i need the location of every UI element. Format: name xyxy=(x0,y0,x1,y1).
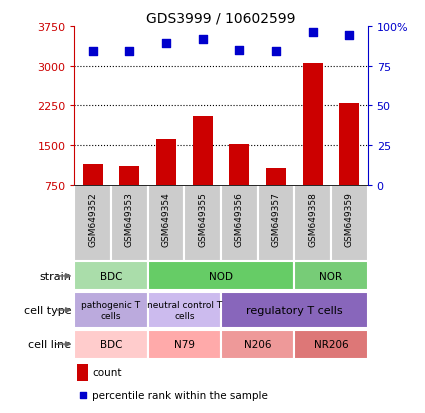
Bar xyxy=(294,185,331,261)
Text: NOD: NOD xyxy=(209,271,233,281)
Point xyxy=(79,392,86,398)
Text: NOR: NOR xyxy=(320,271,343,281)
Text: regulatory T cells: regulatory T cells xyxy=(246,305,343,315)
Text: count: count xyxy=(92,367,122,377)
Point xyxy=(272,49,279,55)
Point xyxy=(163,41,170,47)
Bar xyxy=(148,292,221,328)
Bar xyxy=(74,262,148,291)
Bar xyxy=(156,140,176,185)
Bar xyxy=(82,164,103,185)
Text: N79: N79 xyxy=(174,339,195,349)
Bar xyxy=(266,168,286,185)
Bar xyxy=(148,330,221,359)
Text: N206: N206 xyxy=(244,339,272,349)
Text: cell line: cell line xyxy=(28,339,71,349)
Bar xyxy=(221,292,368,328)
Bar xyxy=(111,185,148,261)
Bar xyxy=(339,104,360,185)
Text: NR206: NR206 xyxy=(314,339,348,349)
Text: BDC: BDC xyxy=(100,339,122,349)
Bar xyxy=(184,185,221,261)
Text: GSM649352: GSM649352 xyxy=(88,192,97,246)
Bar xyxy=(148,185,184,261)
Bar xyxy=(74,292,148,328)
Text: GSM649357: GSM649357 xyxy=(272,192,280,246)
Point xyxy=(199,36,206,43)
Title: GDS3999 / 10602599: GDS3999 / 10602599 xyxy=(146,12,296,26)
Point xyxy=(346,33,353,40)
Point xyxy=(126,49,133,55)
Bar xyxy=(294,330,368,359)
Bar xyxy=(221,185,258,261)
Text: strain: strain xyxy=(40,271,71,281)
Point xyxy=(89,49,96,55)
Text: BDC: BDC xyxy=(100,271,122,281)
Bar xyxy=(331,185,368,261)
Bar xyxy=(77,364,88,381)
Bar xyxy=(258,185,294,261)
Text: GSM649353: GSM649353 xyxy=(125,192,134,246)
Text: GSM649354: GSM649354 xyxy=(162,192,170,246)
Bar xyxy=(303,64,323,185)
Text: GSM649359: GSM649359 xyxy=(345,192,354,246)
Bar xyxy=(193,117,213,185)
Text: GSM649358: GSM649358 xyxy=(308,192,317,246)
Point xyxy=(309,30,316,36)
Point xyxy=(236,47,243,54)
Bar xyxy=(294,262,368,291)
Text: percentile rank within the sample: percentile rank within the sample xyxy=(92,390,268,400)
Bar xyxy=(221,330,294,359)
Bar xyxy=(229,144,249,185)
Bar xyxy=(74,330,148,359)
Text: pathogenic T
cells: pathogenic T cells xyxy=(82,301,141,320)
Bar xyxy=(148,262,294,291)
Text: GSM649355: GSM649355 xyxy=(198,192,207,246)
Text: cell type: cell type xyxy=(24,305,71,315)
Bar xyxy=(119,167,139,185)
Text: neutral control T
cells: neutral control T cells xyxy=(147,301,222,320)
Bar xyxy=(74,185,111,261)
Text: GSM649356: GSM649356 xyxy=(235,192,244,246)
